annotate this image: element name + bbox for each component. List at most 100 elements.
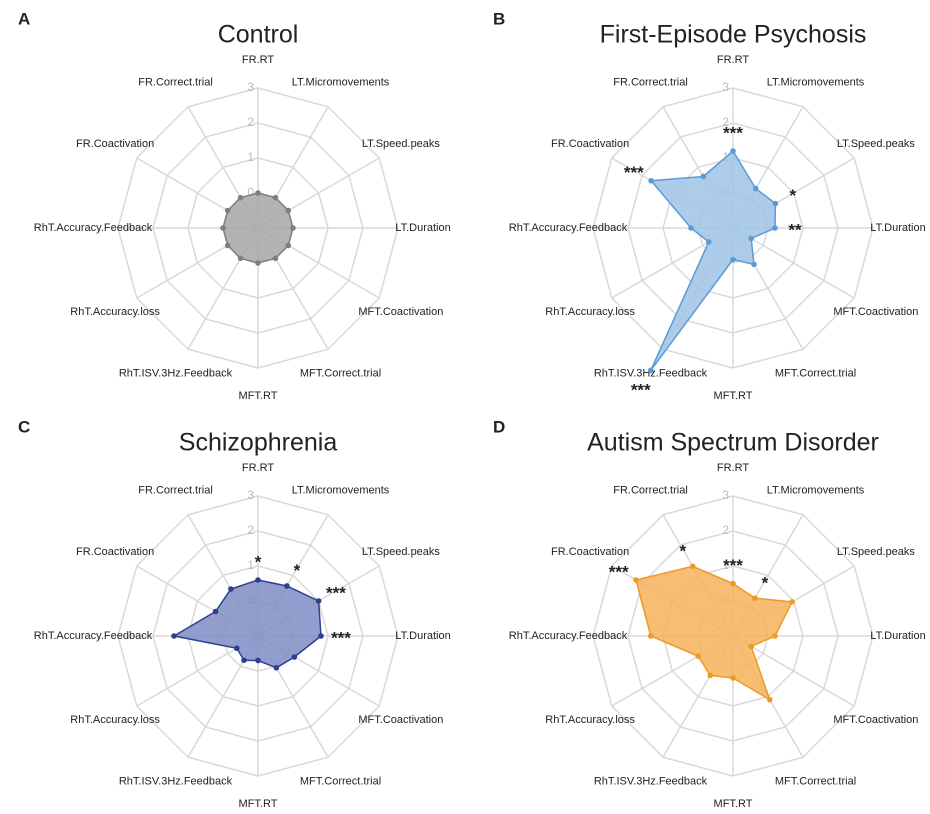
axis-label: LT.Speed.peaks [837,138,916,150]
axis-label: LT.Speed.peaks [837,546,916,558]
point [237,194,244,201]
area [635,565,794,702]
point [748,643,754,650]
point [647,367,654,374]
significance-label: * [762,573,769,592]
chart-title: Control [218,21,299,49]
point [633,577,639,583]
axis-label: MFT.Correct.trial [775,775,856,787]
axis-label: MFT.Coactivation [833,714,918,726]
point [772,200,779,207]
point [255,657,261,664]
point [241,657,247,664]
significance-label: * [255,552,262,571]
point [272,194,279,201]
axis-label: RhT.Accuracy.Feedback [509,222,628,234]
point [228,586,234,592]
r-tick-label: 3 [247,488,254,502]
point [285,242,292,249]
axis-label: FR.RT [242,462,274,474]
point [224,242,231,249]
axis-label: MFT.RT [239,798,278,809]
axis-label: LT.Speed.peaks [362,546,441,558]
significance-label: *** [631,380,651,399]
panel-letter: C [18,417,30,436]
axis-label: MFT.Coactivation [358,714,443,726]
significance-label: * [789,186,796,205]
axis-label: LT.Micromovements [292,76,390,88]
axis-label: MFT.RT [239,390,278,402]
axis-label: FR.RT [717,462,749,474]
significance-label: *** [624,163,644,182]
axis-label: LT.Duration [395,222,450,234]
point [752,185,759,192]
significance-label: *** [723,556,743,575]
area [649,149,777,371]
chart-title: First-Episode Psychosis [600,21,867,49]
point [751,261,757,268]
axis-label: RhT.Accuracy.loss [70,714,160,726]
axis-label: MFT.RT [714,798,753,809]
point [772,225,778,231]
point [730,675,736,681]
axis-label: MFT.Coactivation [833,306,918,318]
point [748,235,754,242]
point [291,654,298,660]
chart-title: Autism Spectrum Disorder [587,429,879,457]
axis-label: LT.Micromovements [767,76,865,88]
axis-label: FR.Correct.trial [138,76,213,88]
point [705,239,712,245]
axis-label: LT.Speed.peaks [362,138,441,150]
axis-label: MFT.Coactivation [358,306,443,318]
axis-label: FR.Coactivation [76,546,154,558]
r-tick-label: 1 [247,558,254,572]
point [237,255,244,262]
point [318,633,324,639]
axis-label: RhT.Accuracy.loss [70,306,160,318]
point [212,608,219,615]
significance-label: * [679,541,686,560]
point [766,696,773,703]
point [647,633,654,639]
point [233,645,240,652]
point [789,599,795,605]
axis-label: RhT.ISV.3Hz.Feedback [119,367,233,379]
axis-label: MFT.Correct.trial [300,775,381,787]
point [730,580,736,587]
r-tick-label: 2 [722,115,729,129]
axis-label: LT.Micromovements [767,484,865,496]
point [290,225,296,231]
axis-label: LT.Micromovements [292,484,390,496]
point [255,260,261,266]
axis-label: FR.Coactivation [76,138,154,150]
point [730,256,736,263]
axis-label: RhT.ISV.3Hz.Feedback [594,367,708,379]
point [285,207,292,214]
axis-label: FR.Correct.trial [613,484,688,496]
chart-title: Schizophrenia [179,429,338,457]
point [695,653,701,659]
r-tick-label: 2 [247,523,254,537]
panel-letter: A [18,9,30,28]
significance-label: *** [609,562,629,581]
axis-label: FR.RT [717,54,749,66]
axis-label: FR.Coactivation [551,138,629,150]
axis-label: MFT.Correct.trial [775,367,856,379]
axis-label: FR.RT [242,54,274,66]
significance-label: ** [788,220,802,239]
significance-label: *** [723,123,743,142]
axis-label: LT.Duration [870,630,925,642]
area [222,192,294,264]
axis-label: RhT.Accuracy.Feedback [34,630,153,642]
r-tick-label: 2 [722,523,729,537]
axis-label: RhT.Accuracy.Feedback [34,222,153,234]
point [730,148,736,154]
point [220,225,226,231]
point [707,672,714,679]
r-tick-label: 3 [722,488,729,502]
point [224,207,231,214]
axis-label: RhT.Accuracy.loss [545,306,635,318]
axis-label: FR.Coactivation [551,546,629,558]
panel-letter: B [493,9,505,28]
point [772,633,778,639]
